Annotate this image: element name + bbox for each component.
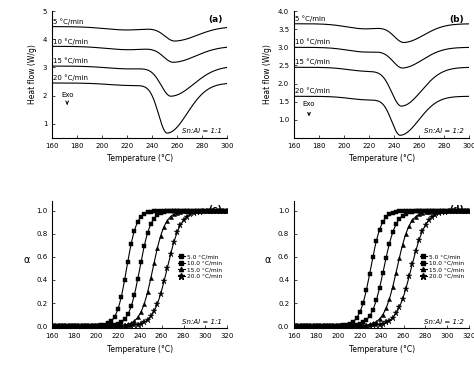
Text: Exo: Exo: [303, 101, 315, 115]
Text: (b): (b): [449, 15, 464, 24]
Y-axis label: α: α: [265, 255, 271, 265]
Text: Sn:Al = 1:1: Sn:Al = 1:1: [182, 128, 222, 134]
Text: 20 °C/min: 20 °C/min: [295, 87, 330, 94]
Text: 15 °C/min: 15 °C/min: [295, 58, 330, 65]
Text: 5 °C/min: 5 °C/min: [295, 15, 326, 22]
Y-axis label: Heat flow (W/g): Heat flow (W/g): [264, 45, 273, 104]
Text: (d): (d): [449, 205, 464, 214]
Text: (a): (a): [208, 15, 222, 24]
Legend: 5.0 °C/min, 10.0 °C/min, 15.0 °C/min, 20.0 °C/min: 5.0 °C/min, 10.0 °C/min, 15.0 °C/min, 20…: [175, 252, 225, 281]
Text: (c): (c): [209, 205, 222, 214]
X-axis label: Temperature (°C): Temperature (°C): [348, 345, 415, 354]
Text: Exo: Exo: [61, 92, 73, 104]
Text: 15 °C/min: 15 °C/min: [54, 58, 88, 64]
Y-axis label: Heat flow (W/g): Heat flow (W/g): [28, 45, 37, 104]
Text: Sn:Al = 1:2: Sn:Al = 1:2: [424, 128, 464, 134]
Y-axis label: α: α: [23, 255, 29, 265]
Text: Sn:Al = 1:2: Sn:Al = 1:2: [424, 318, 464, 325]
Text: Sn:Al = 1:1: Sn:Al = 1:1: [182, 318, 222, 325]
Text: 5 °C/min: 5 °C/min: [54, 18, 84, 25]
Legend: 5.0 °C/min, 10.0 °C/min, 15.0 °C/min, 20.0 °C/min: 5.0 °C/min, 10.0 °C/min, 15.0 °C/min, 20…: [417, 252, 466, 281]
Text: 20 °C/min: 20 °C/min: [54, 75, 88, 81]
Text: 10 °C/min: 10 °C/min: [295, 38, 330, 45]
Text: 10 °C/min: 10 °C/min: [54, 38, 89, 45]
X-axis label: Temperature (°C): Temperature (°C): [107, 345, 173, 354]
X-axis label: Temperature (°C): Temperature (°C): [107, 154, 173, 163]
X-axis label: Temperature (°C): Temperature (°C): [348, 154, 415, 163]
